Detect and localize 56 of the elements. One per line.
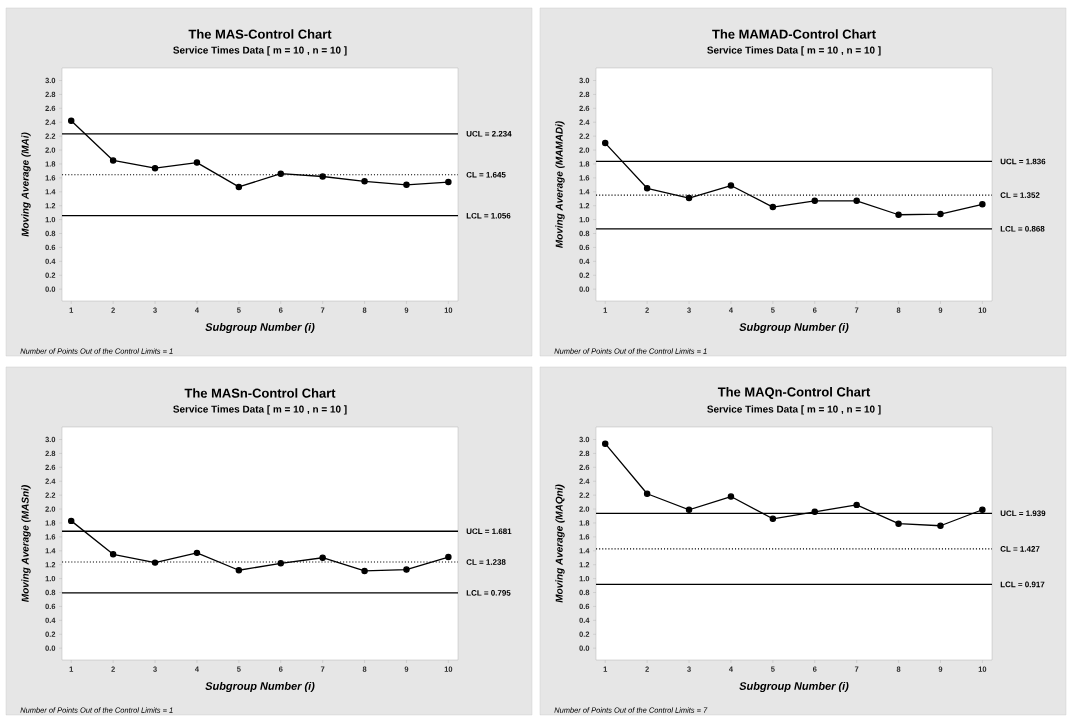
point — [403, 181, 410, 189]
point — [445, 553, 452, 561]
point — [895, 211, 902, 218]
point — [895, 520, 902, 527]
point — [109, 551, 117, 558]
point — [319, 173, 326, 180]
point — [277, 170, 284, 177]
chart-subtitle: Service Times Data [ m = 10 , n = 10 ] — [707, 46, 881, 56]
point — [67, 517, 75, 525]
y-axis-title: Moving Average (MAi) — [21, 132, 31, 237]
chart-subtitle: Service Times Data [ m = 10 , n = 10 ] — [173, 46, 347, 56]
chart-subtitle: Service Times Data [ m = 10 , n = 10 ] — [707, 405, 881, 415]
point — [445, 178, 452, 186]
point — [361, 178, 368, 185]
point — [235, 183, 243, 191]
point — [601, 139, 609, 147]
point — [151, 164, 159, 172]
chart-title: The MAMAD-Control Chart — [712, 29, 876, 39]
x-axis-title: Subgroup Number (i) — [739, 681, 849, 693]
point — [319, 554, 326, 561]
point — [109, 157, 117, 164]
chart-title: The MAS-Control Chart — [188, 29, 332, 39]
point — [727, 182, 735, 189]
point — [235, 567, 243, 574]
point — [811, 508, 818, 516]
point — [853, 501, 860, 509]
point — [685, 506, 693, 513]
point — [853, 197, 860, 205]
point — [937, 210, 944, 218]
point — [193, 159, 201, 166]
chart-subtitle: Service Times Data [ m = 10 , n = 10 ] — [173, 405, 347, 415]
chart-title: The MAQn-Control Chart — [717, 387, 871, 399]
point — [937, 522, 944, 529]
point — [979, 201, 986, 208]
point — [643, 490, 651, 497]
point — [685, 194, 693, 202]
point — [643, 185, 651, 192]
x-axis-title: Subgroup Number (i) — [205, 322, 315, 334]
point — [811, 197, 818, 205]
x-axis-title: Subgroup Number (i) — [739, 322, 849, 334]
point — [727, 493, 735, 500]
x-axis-title: Subgroup Number (i) — [205, 681, 315, 693]
point — [151, 559, 159, 566]
y-axis-title: Moving Average (MAMADi) — [555, 121, 565, 248]
point — [403, 566, 410, 573]
point — [769, 515, 777, 523]
point — [67, 117, 75, 125]
point — [769, 203, 777, 211]
point — [193, 549, 201, 557]
y-axis-title: Moving Average (MAQni) — [555, 484, 565, 603]
point — [277, 560, 284, 567]
point — [601, 440, 609, 447]
point — [361, 567, 368, 575]
chart-title: The MASn-Control Chart — [184, 388, 336, 398]
point — [979, 506, 986, 513]
y-axis-title: Moving Average (MASni) — [21, 485, 31, 602]
